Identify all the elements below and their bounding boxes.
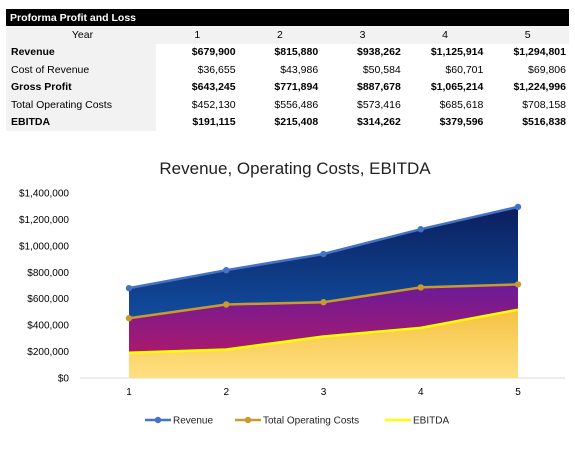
row-value: $69,806 [528,63,566,76]
row-label: EBITDA [6,113,156,131]
point-revenue [223,266,230,274]
row-value: $938,262 [356,46,401,59]
legend-label: EBITDA [413,416,449,427]
header-year-label: Year [6,26,156,44]
legend-item-revenue: Revenue [145,416,213,427]
row-label: Revenue [6,43,156,62]
table-row: Revenue $679,900 $815,880 $938,262 $1,125,91… [6,43,569,62]
legend: Revenue Total Operating Costs EBITDA [145,416,449,427]
row-value: $452,130 [191,98,236,111]
pl-table: Proforma Profit and Loss Year 1 2 3 4 5 … [6,9,569,131]
legend-marker [154,416,162,424]
row-value: $215,408 [274,116,319,129]
header-year: 2 [238,26,322,44]
row-value: $516,838 [522,116,566,129]
legend-label: Revenue [173,416,213,427]
table-title: Proforma Profit and Loss [6,9,569,27]
row-value: $36,655 [197,63,236,76]
y-tick-label: $800,000 [27,268,69,279]
header-year: 3 [321,26,404,44]
x-axis: 1 2 3 4 5 [80,377,565,398]
point-total-operating-costs [320,299,327,306]
y-tick-label: $1,200,000 [19,215,69,226]
line-ebitda [128,308,519,354]
x-tick-label: 4 [418,387,424,398]
y-tick-label: $1,000,000 [19,241,69,252]
point-total-operating-costs [125,315,133,322]
legend-marker [244,416,252,424]
legend-item-ebitda: EBITDA [385,416,449,427]
header-year: 1 [156,26,239,44]
row-value: $643,245 [191,81,236,94]
row-value: $1,065,214 [430,81,484,94]
row-value: $50,584 [362,63,401,76]
row-value: $1,294,801 [513,46,566,59]
y-tick-label: $200,000 [27,347,69,358]
series-areas [129,206,518,378]
table-row: Total Operating Costs $452,130 $556,486 $57… [6,95,569,114]
header-year: 4 [403,26,487,44]
row-value: $887,678 [356,81,401,94]
row-value: $573,416 [356,98,401,111]
row-value: $708,158 [522,98,566,111]
point-revenue [417,226,424,233]
row-value: $679,900 [191,46,236,59]
chart-title: Revenue, Operating Costs, EBITDA [159,159,431,178]
row-value: $1,224,996 [513,81,566,94]
y-tick-label: $600,000 [27,294,69,305]
table-row: Gross Profit $643,245 $771,894 $887,678 $1,0… [6,78,569,96]
row-label: Cost of Revenue [6,61,156,79]
row-value: $1,125,914 [430,46,484,59]
row-value: $191,115 [192,116,236,129]
row-value: $685,618 [439,98,484,111]
point-revenue [320,250,327,258]
legend-item-total-operating-costs: Total Operating Costs [235,416,359,427]
table-row: EBITDA $191,115 $215,408 $314,262 $379,596 $5… [6,113,569,131]
row-value: $60,701 [445,63,484,76]
row-value: $314,262 [356,116,401,129]
x-tick-label: 5 [515,387,521,398]
x-tick-label: 1 [126,387,132,398]
table-header-row: Year 1 2 3 4 5 [6,26,569,44]
x-tick-label: 2 [223,387,229,398]
legend-label: Total Operating Costs [263,416,359,427]
point-revenue [125,284,133,292]
row-value: $556,486 [274,98,319,111]
y-tick-label: $0 [58,374,70,385]
row-value: $815,880 [274,46,319,59]
header-year: 5 [486,26,569,44]
area-ebitda [129,309,518,378]
series-lines [125,203,522,354]
x-tick-label: 3 [321,387,327,398]
y-tick-label: $400,000 [27,321,69,332]
table-row: Cost of Revenue $36,655 $43,986 $50,584 $60,… [6,61,569,79]
row-value: $43,986 [280,63,319,76]
point-total-operating-costs [417,284,424,291]
row-value: $379,596 [439,116,484,129]
table-title-row: Proforma Profit and Loss [6,9,569,27]
point-revenue [514,203,522,211]
row-label: Gross Profit [6,78,156,96]
area-chart: Revenue, Operating Costs, EBITDA $0 $200,… [19,159,565,427]
y-axis: $0 $200,000 $400,000 $600,000 $800,000 $1,000… [19,189,69,385]
y-tick-label: $1,400,000 [19,189,69,200]
point-total-operating-costs [514,281,522,288]
row-label: Total Operating Costs [6,95,156,114]
point-total-operating-costs [223,301,230,308]
row-value: $771,894 [274,81,319,94]
